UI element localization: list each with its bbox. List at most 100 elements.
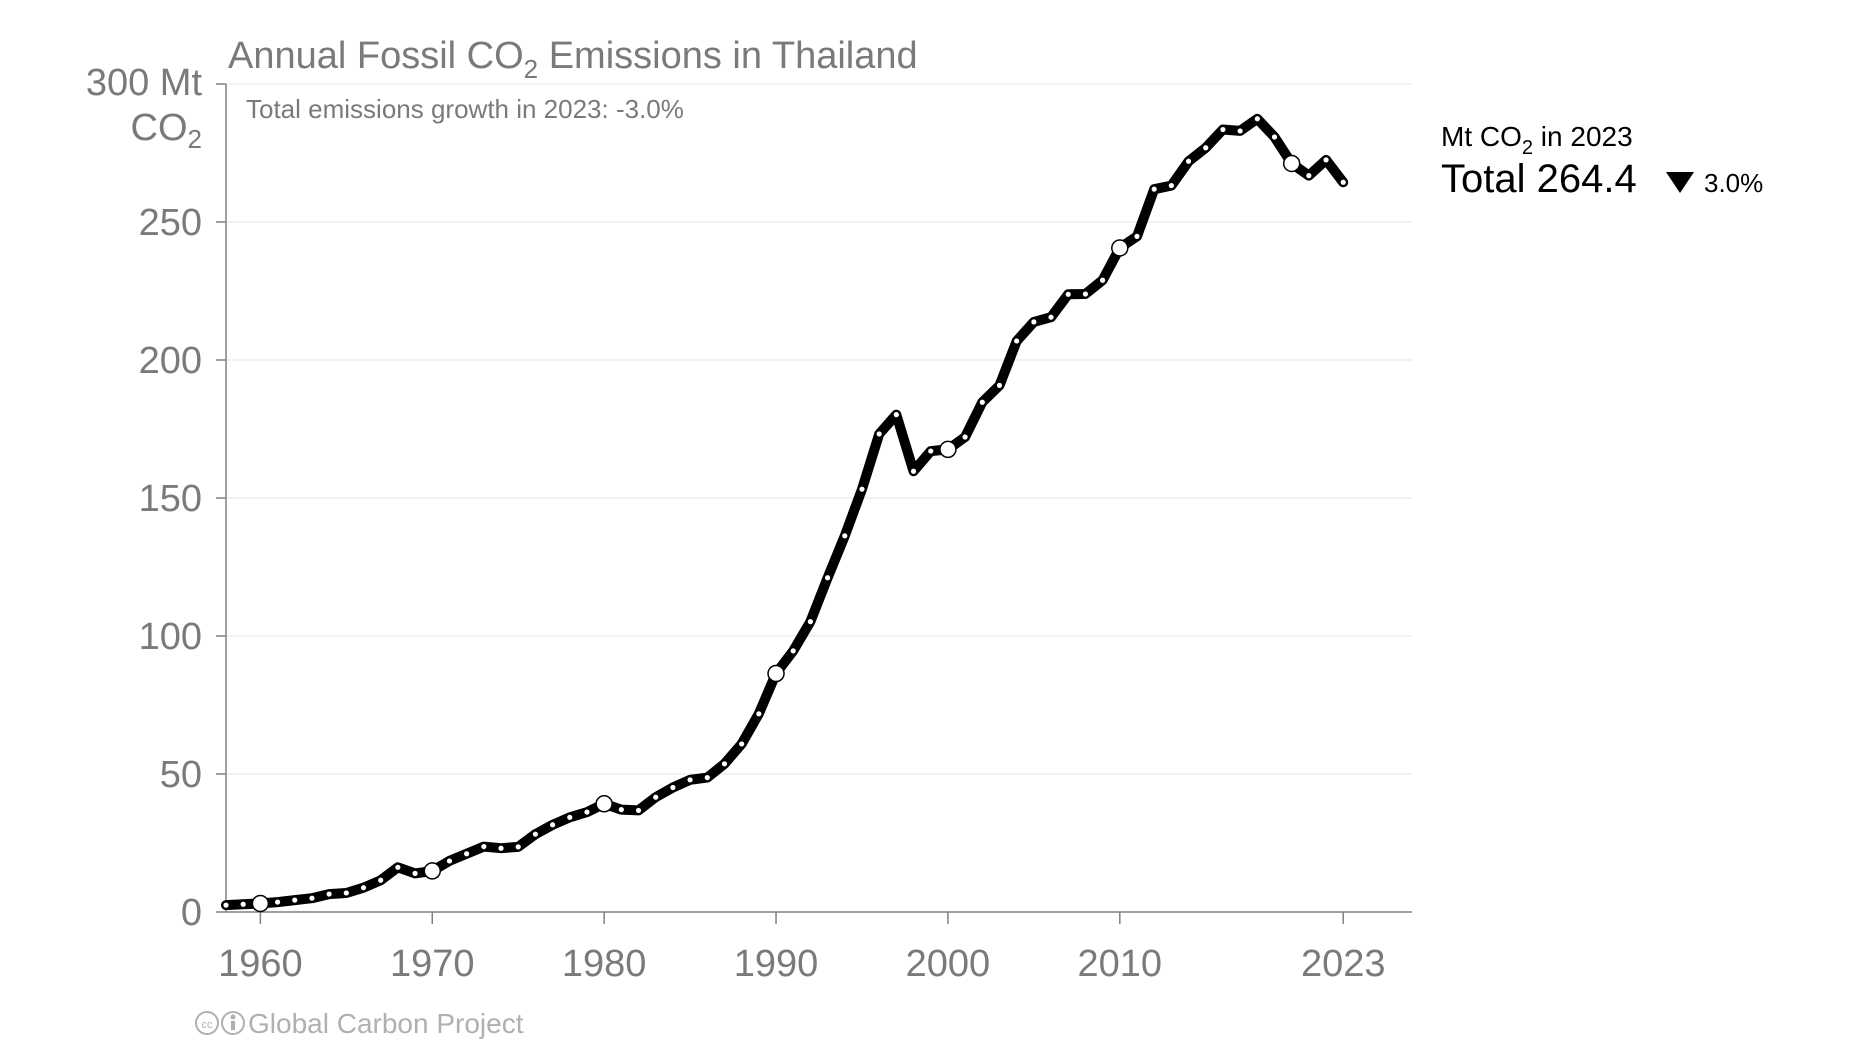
chart-title: Annual Fossil CO2 Emissions in Thailand	[228, 35, 918, 84]
y-axis-unit: CO2	[131, 107, 202, 154]
data-point	[739, 741, 745, 747]
data-point	[704, 774, 710, 781]
x-tick-label: 1960	[218, 943, 303, 985]
data-point	[893, 412, 899, 418]
data-point	[876, 431, 882, 437]
data-point-highlight	[595, 795, 613, 813]
legend: Mt CO2 in 2023 Total 264.4 3.0%	[1441, 121, 1763, 201]
x-tick-labels: 1960 1970 1980 1990 2000 2010 2023	[218, 943, 1385, 985]
attribution-icon	[221, 1011, 245, 1035]
data-point	[1048, 314, 1054, 320]
data-point	[584, 809, 590, 815]
data-point	[343, 890, 349, 896]
data-point	[653, 794, 659, 800]
svg-text:cc: cc	[202, 1019, 214, 1031]
legend-total-value: Total 264.4	[1441, 157, 1637, 201]
x-tick-label: 2010	[1078, 943, 1163, 985]
data-point	[1340, 179, 1346, 185]
credit: cc Global Carbon Project	[195, 1008, 524, 1039]
data-point	[1237, 128, 1243, 134]
series-thailand	[221, 113, 1349, 913]
grid	[226, 83, 1412, 775]
chart-subtitle: Total emissions growth in 2023: -3.0%	[246, 94, 684, 124]
data-point	[532, 831, 538, 837]
data-point	[326, 891, 332, 897]
data-point	[687, 777, 693, 783]
data-point	[360, 885, 367, 891]
y-tick-label: 200	[139, 340, 202, 382]
data-point	[446, 858, 453, 864]
data-point	[721, 761, 728, 767]
y-tick-label: 50	[160, 754, 202, 796]
data-point	[309, 895, 315, 901]
data-point	[670, 784, 676, 791]
y-tick-label: 250	[139, 202, 202, 244]
data-point	[1220, 126, 1226, 133]
data-point	[515, 844, 521, 850]
data-point	[996, 382, 1003, 388]
data-point	[1271, 134, 1278, 140]
data-point	[842, 533, 848, 539]
data-point	[790, 648, 796, 654]
data-point	[1031, 319, 1037, 325]
y-tick-label: 0	[181, 892, 202, 934]
data-point	[1203, 145, 1209, 151]
data-point	[240, 901, 246, 907]
data-point	[1306, 173, 1312, 179]
credit-text: Global Carbon Project	[248, 1008, 524, 1039]
data-point	[412, 870, 418, 876]
data-point	[395, 864, 401, 870]
x-tick-label: 2023	[1301, 943, 1386, 985]
data-point-highlight	[1111, 239, 1129, 257]
data-point	[378, 877, 384, 883]
data-point	[1151, 186, 1157, 192]
data-point	[1323, 157, 1329, 163]
data-point-highlight	[939, 440, 957, 459]
data-point	[1185, 158, 1192, 164]
data-point	[859, 486, 865, 492]
legend-change-pct: 3.0%	[1704, 168, 1763, 198]
y-axis-label-top: 300 Mt	[86, 62, 203, 104]
down-triangle-icon	[1666, 172, 1694, 193]
data-point	[618, 807, 624, 813]
data-point	[824, 575, 831, 581]
data-point	[928, 448, 934, 454]
data-point	[1168, 182, 1174, 189]
legend-unit-label: Mt CO2 in 2023	[1441, 121, 1633, 159]
data-point	[979, 399, 985, 405]
x-tick-label: 1990	[734, 943, 819, 985]
data-point	[1134, 233, 1140, 239]
data-point	[567, 814, 573, 820]
data-point	[807, 619, 814, 625]
cc-icon	[195, 1011, 219, 1035]
data-point	[910, 468, 917, 474]
x-tick-label: 1970	[390, 943, 475, 985]
data-point-highlight	[251, 894, 270, 913]
data-point	[292, 897, 298, 903]
data-point	[498, 845, 504, 851]
data-point	[962, 434, 968, 440]
data-point	[223, 902, 229, 908]
axes	[216, 83, 1412, 924]
series-line	[221, 113, 1349, 911]
data-point	[1014, 338, 1020, 344]
data-point	[1082, 291, 1089, 297]
data-point-highlight	[767, 664, 785, 683]
data-point	[274, 899, 281, 905]
data-point-highlight	[423, 862, 442, 880]
data-point-highlight	[1282, 154, 1301, 173]
y-tick-labels: 0 50 100 150 200 250	[139, 202, 202, 934]
data-point	[756, 711, 762, 717]
data-point	[1254, 116, 1260, 122]
x-tick-label: 2000	[906, 943, 991, 985]
data-point	[635, 807, 642, 814]
data-point	[481, 843, 487, 850]
data-point	[1100, 277, 1106, 283]
data-point	[549, 822, 556, 828]
x-tick-label: 1980	[562, 943, 647, 985]
y-tick-label: 100	[139, 616, 202, 658]
y-tick-label: 150	[139, 478, 202, 520]
data-point	[1065, 291, 1071, 297]
data-point	[464, 851, 470, 857]
